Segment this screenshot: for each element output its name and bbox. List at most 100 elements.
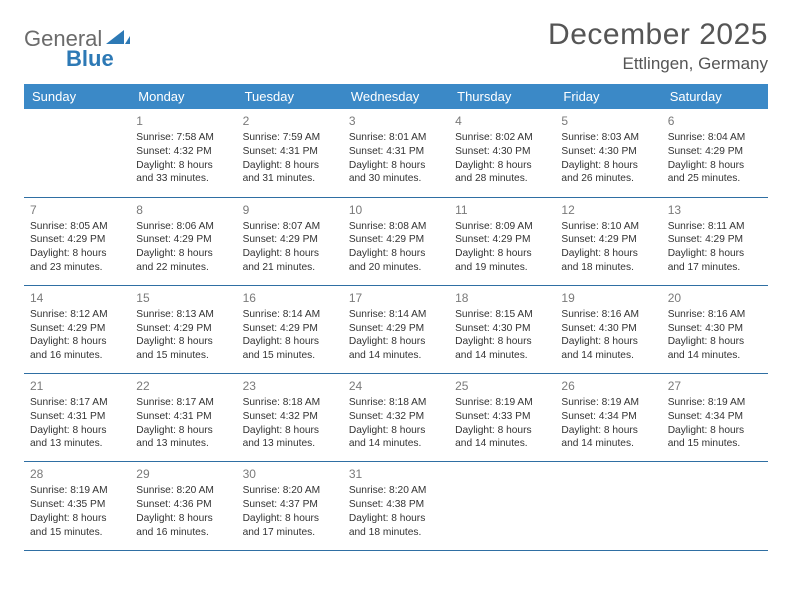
daylight-line: Daylight: 8 hours and 14 minutes. <box>561 424 655 452</box>
sunrise-line: Sunrise: 8:17 AM <box>136 396 230 410</box>
sunrise-line: Sunrise: 8:19 AM <box>455 396 549 410</box>
daylight-line: Daylight: 8 hours and 13 minutes. <box>243 424 337 452</box>
daylight-line: Daylight: 8 hours and 13 minutes. <box>136 424 230 452</box>
daylight-line: Daylight: 8 hours and 25 minutes. <box>668 159 762 187</box>
sunrise-line: Sunrise: 8:19 AM <box>30 484 124 498</box>
day-number: 4 <box>455 113 549 129</box>
calendar-row: 21Sunrise: 8:17 AMSunset: 4:31 PMDayligh… <box>24 374 768 462</box>
sunrise-line: Sunrise: 8:05 AM <box>30 220 124 234</box>
daylight-line: Daylight: 8 hours and 22 minutes. <box>136 247 230 275</box>
day-number: 11 <box>455 202 549 218</box>
calendar-cell: 18 Sunrise: 8:15 AMSunset: 4:30 PMDayligh… <box>449 285 555 373</box>
day-number: 7 <box>30 202 124 218</box>
sunset-line: Sunset: 4:35 PM <box>30 498 124 512</box>
daylight-line: Daylight: 8 hours and 19 minutes. <box>455 247 549 275</box>
day-number: 2 <box>243 113 337 129</box>
daylight-line: Daylight: 8 hours and 15 minutes. <box>668 424 762 452</box>
daylight-line: Daylight: 8 hours and 14 minutes. <box>349 424 443 452</box>
day-number: 5 <box>561 113 655 129</box>
day-header: Friday <box>555 84 661 109</box>
day-number: 29 <box>136 466 230 482</box>
day-number: 16 <box>243 290 337 306</box>
day-header: Sunday <box>24 84 130 109</box>
logo: General Blue <box>24 18 130 52</box>
day-header: Wednesday <box>343 84 449 109</box>
day-number: 26 <box>561 378 655 394</box>
daylight-line: Daylight: 8 hours and 18 minutes. <box>349 512 443 540</box>
daylight-line: Daylight: 8 hours and 33 minutes. <box>136 159 230 187</box>
sunset-line: Sunset: 4:29 PM <box>349 233 443 247</box>
sunset-line: Sunset: 4:29 PM <box>136 322 230 336</box>
calendar-cell: 30Sunrise: 8:20 AMSunset: 4:37 PMDayligh… <box>237 462 343 550</box>
calendar-cell: 1Sunrise: 7:58 AMSunset: 4:32 PMDaylight… <box>130 109 236 197</box>
sunset-line: Sunset: 4:38 PM <box>349 498 443 512</box>
sunset-line: Sunset: 4:32 PM <box>136 145 230 159</box>
sunrise-line: Sunrise: 8:08 AM <box>349 220 443 234</box>
sunset-line: Sunset: 4:31 PM <box>136 410 230 424</box>
day-number: 18 <box>455 290 549 306</box>
sunset-line: Sunset: 4:29 PM <box>349 322 443 336</box>
daylight-line: Daylight: 8 hours and 13 minutes. <box>30 424 124 452</box>
daylight-line: Daylight: 8 hours and 31 minutes. <box>243 159 337 187</box>
sunrise-line: Sunrise: 7:59 AM <box>243 131 337 145</box>
calendar-cell: 3Sunrise: 8:01 AMSunset: 4:31 PMDaylight… <box>343 109 449 197</box>
calendar-cell: 13Sunrise: 8:11 AMSunset: 4:29 PMDayligh… <box>662 197 768 285</box>
day-number: 20 <box>668 290 762 306</box>
sunrise-line: Sunrise: 8:15 AM <box>455 308 549 322</box>
calendar-cell: 31Sunrise: 8:20 AMSunset: 4:38 PMDayligh… <box>343 462 449 550</box>
sunset-line: Sunset: 4:36 PM <box>136 498 230 512</box>
sunrise-line: Sunrise: 7:58 AM <box>136 131 230 145</box>
sunset-line: Sunset: 4:34 PM <box>561 410 655 424</box>
calendar-table: SundayMondayTuesdayWednesdayThursdayFrid… <box>24 84 768 551</box>
day-number: 9 <box>243 202 337 218</box>
sunset-line: Sunset: 4:29 PM <box>561 233 655 247</box>
day-header: Tuesday <box>237 84 343 109</box>
sunrise-line: Sunrise: 8:19 AM <box>668 396 762 410</box>
sunset-line: Sunset: 4:30 PM <box>561 322 655 336</box>
daylight-line: Daylight: 8 hours and 16 minutes. <box>136 512 230 540</box>
sunrise-line: Sunrise: 8:16 AM <box>668 308 762 322</box>
day-number: 30 <box>243 466 337 482</box>
sunrise-line: Sunrise: 8:20 AM <box>136 484 230 498</box>
sunset-line: Sunset: 4:30 PM <box>455 322 549 336</box>
daylight-line: Daylight: 8 hours and 21 minutes. <box>243 247 337 275</box>
calendar-head: SundayMondayTuesdayWednesdayThursdayFrid… <box>24 84 768 109</box>
calendar-body: 1Sunrise: 7:58 AMSunset: 4:32 PMDaylight… <box>24 109 768 550</box>
calendar-cell: 8Sunrise: 8:06 AMSunset: 4:29 PMDaylight… <box>130 197 236 285</box>
daylight-line: Daylight: 8 hours and 14 minutes. <box>455 335 549 363</box>
calendar-cell <box>555 462 661 550</box>
calendar-cell: 5Sunrise: 8:03 AMSunset: 4:30 PMDaylight… <box>555 109 661 197</box>
daylight-line: Daylight: 8 hours and 16 minutes. <box>30 335 124 363</box>
day-header: Monday <box>130 84 236 109</box>
calendar-cell: 17Sunrise: 8:14 AMSunset: 4:29 PMDayligh… <box>343 285 449 373</box>
sunset-line: Sunset: 4:29 PM <box>30 322 124 336</box>
calendar-cell: 26 Sunrise: 8:19 AMSunset: 4:34 PMDayligh… <box>555 374 661 462</box>
sunrise-line: Sunrise: 8:19 AM <box>561 396 655 410</box>
sunset-line: Sunset: 4:30 PM <box>561 145 655 159</box>
sunset-line: Sunset: 4:29 PM <box>455 233 549 247</box>
sunrise-line: Sunrise: 8:18 AM <box>349 396 443 410</box>
sunrise-line: Sunrise: 8:16 AM <box>561 308 655 322</box>
sunset-line: Sunset: 4:29 PM <box>243 322 337 336</box>
sunrise-line: Sunrise: 8:13 AM <box>136 308 230 322</box>
day-header: Thursday <box>449 84 555 109</box>
calendar-cell: 22Sunrise: 8:17 AMSunset: 4:31 PMDayligh… <box>130 374 236 462</box>
daylight-line: Daylight: 8 hours and 15 minutes. <box>243 335 337 363</box>
day-number: 28 <box>30 466 124 482</box>
day-number: 17 <box>349 290 443 306</box>
sunrise-line: Sunrise: 8:20 AM <box>243 484 337 498</box>
sunset-line: Sunset: 4:34 PM <box>668 410 762 424</box>
daylight-line: Daylight: 8 hours and 20 minutes. <box>349 247 443 275</box>
day-number: 6 <box>668 113 762 129</box>
calendar-cell: 10Sunrise: 8:08 AMSunset: 4:29 PMDayligh… <box>343 197 449 285</box>
calendar-cell: 28Sunrise: 8:19 AMSunset: 4:35 PMDayligh… <box>24 462 130 550</box>
sunset-line: Sunset: 4:33 PM <box>455 410 549 424</box>
sunrise-line: Sunrise: 8:12 AM <box>30 308 124 322</box>
calendar-cell <box>24 109 130 197</box>
daylight-line: Daylight: 8 hours and 14 minutes. <box>561 335 655 363</box>
title-block: December 2025 Ettlingen, Germany <box>548 18 768 74</box>
day-number: 21 <box>30 378 124 394</box>
sunrise-line: Sunrise: 8:17 AM <box>30 396 124 410</box>
sunrise-line: Sunrise: 8:07 AM <box>243 220 337 234</box>
sunrise-line: Sunrise: 8:01 AM <box>349 131 443 145</box>
